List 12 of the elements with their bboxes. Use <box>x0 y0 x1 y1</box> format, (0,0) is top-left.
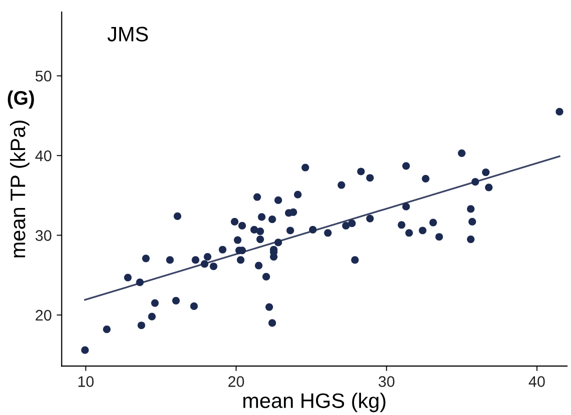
y-tick-label: 20 <box>36 310 52 321</box>
x-tick-label: 20 <box>228 376 244 387</box>
y-tick-label: 30 <box>36 230 52 241</box>
x-tick-label: 40 <box>528 376 545 387</box>
text: (G) <box>8 90 34 109</box>
text: JMS <box>107 26 148 42</box>
y-tick-label: 40 <box>35 150 52 162</box>
x-axis-title: mean HGS (kg) <box>243 392 386 412</box>
x-tick-label: 10 <box>78 376 94 387</box>
y-tick-label: 50 <box>36 70 52 82</box>
x-tick-label: 30 <box>378 376 394 387</box>
y-axis-title: mean TP (kPa) <box>10 120 30 258</box>
